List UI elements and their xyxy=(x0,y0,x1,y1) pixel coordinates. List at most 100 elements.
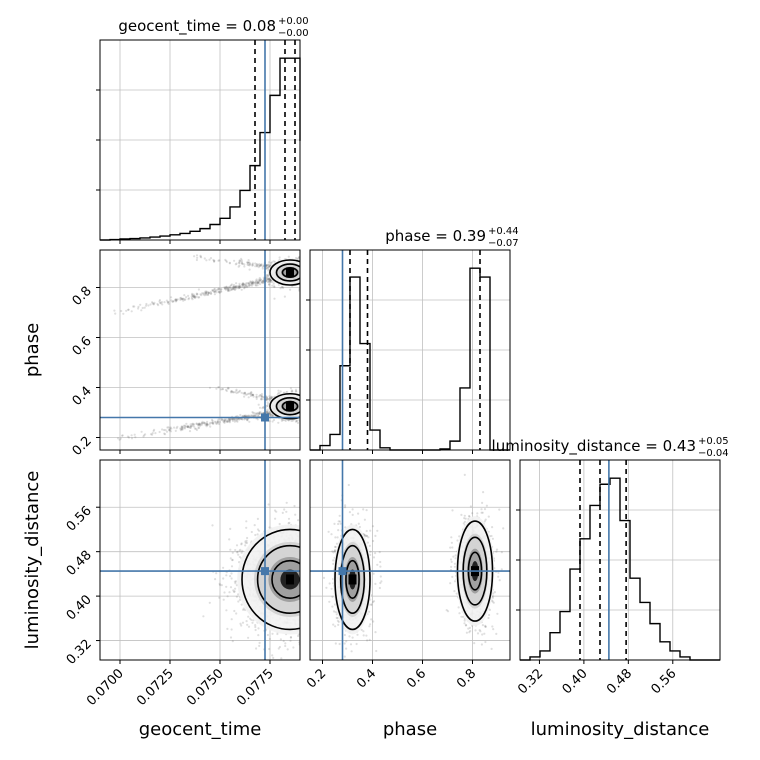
sample-point xyxy=(301,272,303,274)
sample-point xyxy=(257,634,260,637)
sample-point xyxy=(195,292,198,295)
sample-point xyxy=(255,412,258,415)
sample-point xyxy=(304,586,306,588)
sample-point xyxy=(231,418,234,421)
sample-point xyxy=(306,566,308,568)
sample-point xyxy=(313,588,315,590)
sample-point xyxy=(237,553,240,556)
sample-point xyxy=(306,602,308,604)
sample-point xyxy=(241,262,244,265)
sample-point xyxy=(163,432,166,435)
sample-point xyxy=(319,272,321,274)
sample-point xyxy=(227,289,230,292)
sample-point xyxy=(227,286,230,289)
sample-point xyxy=(305,414,307,416)
sample-point xyxy=(300,584,302,586)
sample-point xyxy=(266,280,269,283)
sample-point xyxy=(303,603,305,605)
sample-point xyxy=(143,434,146,437)
sample-point xyxy=(184,298,187,301)
sample-point xyxy=(300,607,302,609)
sample-point xyxy=(302,533,304,535)
contour-level-0 xyxy=(269,259,300,286)
sample-point xyxy=(302,585,304,587)
sample-point xyxy=(329,578,331,580)
sample-point xyxy=(302,620,304,622)
sample-point xyxy=(190,295,193,298)
sample-point xyxy=(302,400,304,402)
sample-point xyxy=(163,301,166,304)
sample-point xyxy=(304,421,306,423)
sample-point xyxy=(314,576,316,578)
sample-point xyxy=(305,265,307,267)
sample-point xyxy=(319,621,321,623)
sample-point xyxy=(306,641,308,643)
sample-point xyxy=(158,299,161,302)
sample-point xyxy=(311,591,313,593)
sample-point xyxy=(330,594,332,596)
sample-point xyxy=(198,423,201,426)
sample-point xyxy=(261,267,264,270)
sample-point xyxy=(226,387,229,390)
sample-point xyxy=(205,293,208,297)
sample-point xyxy=(311,259,313,261)
sample-point xyxy=(238,264,241,267)
sample-point xyxy=(167,426,170,429)
sample-point xyxy=(323,579,325,581)
sample-point xyxy=(307,402,309,404)
sample-point xyxy=(170,299,173,302)
sample-point xyxy=(304,557,306,559)
sample-point xyxy=(190,425,193,428)
sample-point xyxy=(303,568,305,570)
sample-point xyxy=(206,424,209,427)
sample-point xyxy=(307,544,309,546)
sample-point xyxy=(257,415,260,418)
sample-point xyxy=(257,278,261,281)
sample-point xyxy=(261,407,264,410)
sample-point xyxy=(151,433,154,436)
sample-point xyxy=(205,422,208,425)
sample-point xyxy=(300,544,302,546)
sample-point xyxy=(307,582,309,584)
sample-point xyxy=(225,285,228,288)
sample-point xyxy=(301,411,303,413)
sample-point xyxy=(238,286,241,290)
sample-point xyxy=(130,310,133,313)
sample-point xyxy=(273,509,277,512)
sample-point xyxy=(313,521,315,523)
sample-point xyxy=(316,561,318,563)
sample-point xyxy=(303,557,305,559)
sample-point xyxy=(304,270,306,272)
sample-point xyxy=(324,584,326,586)
sample-point xyxy=(295,419,298,423)
sample-point xyxy=(243,608,247,612)
sample-point xyxy=(237,285,240,288)
sample-point xyxy=(240,624,243,627)
sample-point xyxy=(116,437,120,440)
sample-point xyxy=(228,289,231,292)
sample-point xyxy=(227,418,230,421)
sample-point xyxy=(286,648,289,651)
sample-point xyxy=(310,592,312,594)
sample-point xyxy=(303,586,305,588)
sample-point xyxy=(230,390,233,393)
sample-point xyxy=(225,609,228,612)
sample-point xyxy=(181,425,184,428)
sample-point xyxy=(256,414,259,417)
sample-point xyxy=(258,276,261,280)
sample-point xyxy=(311,546,313,548)
sample-point xyxy=(306,563,308,565)
sample-point xyxy=(249,280,252,283)
sample-point xyxy=(233,590,236,594)
sample-point xyxy=(259,264,262,267)
sample-point xyxy=(292,646,295,649)
sample-point xyxy=(302,526,304,528)
sample-point xyxy=(300,626,302,628)
sample-point xyxy=(246,261,249,264)
sample-point xyxy=(302,270,304,272)
sample-point xyxy=(259,411,262,414)
sample-point xyxy=(307,549,309,551)
sample-point xyxy=(303,395,305,397)
sample-point xyxy=(193,425,196,428)
axes-frame xyxy=(99,39,301,241)
